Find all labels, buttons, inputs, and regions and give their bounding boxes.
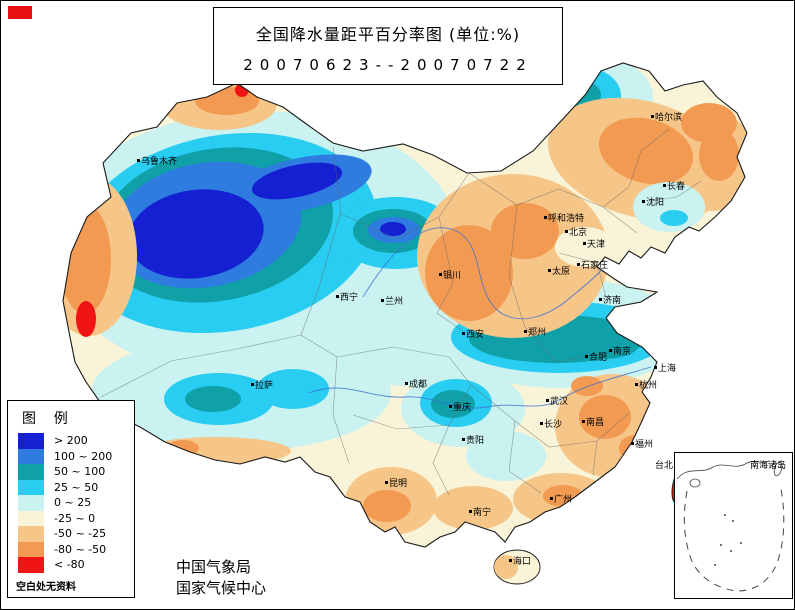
legend-swatch — [18, 495, 44, 511]
corner-stamp — [8, 6, 32, 19]
legend-range-label: < -80 — [54, 558, 85, 571]
legend-row: -80 ~ -50 — [18, 541, 134, 557]
legend-row: > 200 — [18, 433, 134, 449]
legend-no-data-note: 空白处无资料 — [16, 581, 76, 593]
legend-range-label: 0 ~ 25 — [54, 496, 92, 509]
legend-row: 50 ~ 100 — [18, 464, 134, 480]
band-gt-200 — [128, 162, 406, 279]
nine-dash-line — [683, 488, 785, 592]
legend-swatch — [18, 510, 44, 526]
band-minus80-minus50 — [63, 87, 739, 522]
province-borders — [100, 128, 702, 496]
footer-org-1: 中国气象局 — [176, 558, 252, 576]
south-china-sea-map — [676, 460, 785, 592]
legend-box: 图 例 > 200 100 ~ 200 50 ~ 100 25 ~ 50 0 ~ 25 -… — [7, 400, 135, 598]
legend-range-label: 50 ~ 100 — [54, 465, 106, 478]
map-date-range: 20070623--20070722 — [243, 56, 533, 74]
legend-range-label: 100 ~ 200 — [54, 449, 113, 463]
south-china-sea-inset: 南海诸岛 — [674, 452, 793, 599]
hainan-island — [493, 549, 541, 585]
legend-swatch — [18, 479, 44, 495]
legend-row: < -80 — [18, 557, 134, 573]
legend-row: -25 ~ 0 — [18, 510, 134, 526]
inset-label: 南海诸岛 — [749, 461, 786, 471]
legend-range-label: > 200 — [54, 434, 88, 447]
footer-credits: 中国气象局 国家气候中心 — [176, 557, 266, 599]
legend-row: -50 ~ -25 — [18, 526, 134, 542]
legend-range-label: 25 ~ 50 — [54, 480, 99, 494]
legend-range-label: -80 ~ -50 — [54, 542, 107, 556]
legend-row: 25 ~ 50 — [18, 479, 134, 495]
map-title: 全国降水量距平百分率图 (单位:%) — [255, 25, 521, 44]
inset-coastline — [676, 460, 783, 488]
legend-title: 图 例 — [22, 411, 68, 427]
legend-swatch — [18, 526, 44, 542]
legend-range-label: -25 ~ 0 — [54, 511, 96, 525]
legend-swatch — [18, 448, 44, 464]
pocket-fixes — [555, 182, 705, 267]
legend-range-label: -50 ~ -25 — [54, 527, 107, 540]
legend-row: 0 ~ 25 — [18, 495, 134, 511]
inset-islands — [714, 514, 742, 566]
legend-swatch — [18, 557, 44, 573]
china-outline — [62, 62, 748, 548]
legend-swatch — [18, 464, 44, 480]
legend-rows: > 200 100 ~ 200 50 ~ 100 25 ~ 50 0 ~ 25 -25 ~… — [18, 433, 134, 573]
legend-swatch — [18, 433, 44, 449]
footer-org-2: 国家气候中心 — [176, 579, 267, 597]
rivers — [308, 227, 652, 409]
legend-swatch — [18, 541, 44, 557]
title-box: 全国降水量距平百分率图 (单位:%) 20070623--20070722 — [213, 7, 563, 85]
legend-row: 100 ~ 200 — [18, 448, 134, 464]
